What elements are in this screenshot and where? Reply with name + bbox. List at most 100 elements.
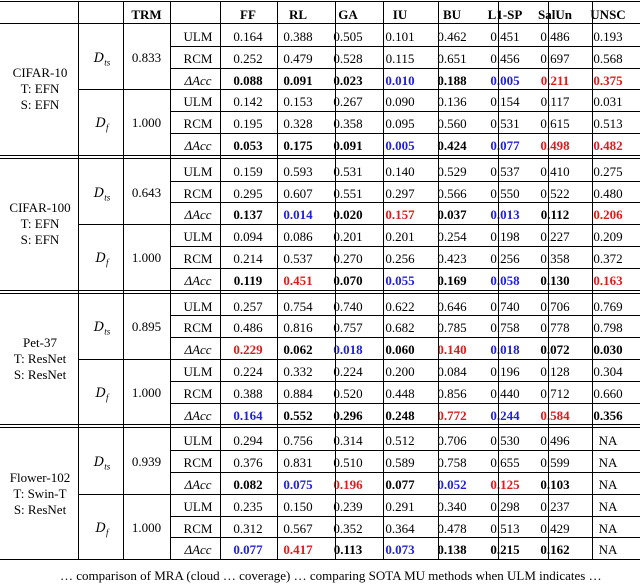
value-cell: 0.537 bbox=[283, 251, 313, 266]
value-cell: 0.193 bbox=[593, 29, 623, 44]
subset-symbol: Dts bbox=[82, 320, 122, 337]
value-cell: 0.091 bbox=[283, 72, 313, 88]
subset-subscript: f bbox=[105, 527, 109, 538]
value-cell: 0.291 bbox=[385, 498, 415, 514]
value-cell: 0.451 bbox=[490, 29, 520, 44]
value-cell: 0.314 bbox=[333, 433, 363, 449]
row-rule bbox=[170, 380, 640, 382]
row-rule bbox=[170, 133, 640, 134]
value-cell: 0.117 bbox=[540, 94, 570, 110]
subset-symbol: Df bbox=[82, 116, 122, 133]
value-cell: 0.295 bbox=[233, 185, 263, 201]
metric-name: ΔAcc bbox=[184, 407, 212, 423]
subset-rule bbox=[78, 89, 640, 91]
subset-set: D bbox=[95, 250, 106, 266]
value-cell: 0.530 bbox=[490, 433, 520, 449]
trm-value: 0.939 bbox=[131, 454, 162, 470]
value-cell: 0.254 bbox=[437, 229, 467, 245]
row-rule bbox=[170, 537, 640, 539]
value-cell: 0.537 bbox=[490, 163, 520, 179]
value-cell: 0.084 bbox=[437, 364, 467, 379]
value-cell: 0.237 bbox=[540, 498, 570, 514]
value-cell: 0.196 bbox=[333, 477, 363, 492]
header-rule bbox=[0, 23, 640, 24]
value-cell: 0.209 bbox=[593, 229, 623, 245]
row-rule bbox=[170, 402, 640, 404]
value-cell: 0.235 bbox=[233, 498, 263, 514]
value-cell: 0.229 bbox=[233, 342, 263, 358]
row-rule bbox=[170, 315, 640, 317]
value-cell: 0.364 bbox=[385, 520, 415, 536]
value-cell: 0.372 bbox=[593, 251, 623, 266]
subset-symbol: Dts bbox=[82, 455, 122, 472]
value-cell: 0.552 bbox=[283, 407, 313, 423]
column-rule bbox=[277, 1, 278, 560]
value-cell: 0.531 bbox=[490, 116, 520, 132]
value-cell: 0.014 bbox=[283, 207, 313, 223]
dataset-label-line: CIFAR-100 bbox=[9, 200, 71, 216]
value-cell: 0.128 bbox=[540, 364, 570, 379]
value-cell: 0.520 bbox=[333, 385, 363, 401]
value-cell: 0.060 bbox=[385, 342, 415, 358]
subset-symbol: Df bbox=[82, 386, 122, 403]
value-cell: 0.758 bbox=[437, 455, 467, 471]
subset-symbol: Dts bbox=[82, 51, 122, 68]
value-cell: NA bbox=[598, 520, 618, 536]
value-cell: NA bbox=[598, 433, 618, 449]
value-cell: 0.077 bbox=[233, 542, 263, 558]
header-method: RL bbox=[288, 7, 308, 22]
value-cell: 0.498 bbox=[540, 138, 570, 153]
trm-value: 1.000 bbox=[131, 384, 162, 400]
value-cell: 0.077 bbox=[490, 138, 520, 153]
value-cell: 0.058 bbox=[490, 272, 520, 288]
value-cell: 0.697 bbox=[540, 50, 570, 66]
subset-symbol: Df bbox=[82, 251, 122, 268]
header-method: FF bbox=[240, 7, 256, 22]
value-cell: 0.201 bbox=[385, 229, 415, 245]
value-cell: 0.482 bbox=[593, 138, 623, 153]
column-rule bbox=[170, 1, 171, 560]
value-cell: 0.140 bbox=[437, 342, 467, 358]
value-cell: 0.798 bbox=[593, 320, 623, 336]
value-cell: 0.740 bbox=[333, 298, 363, 314]
dataset-label-line: T: EFN bbox=[20, 81, 60, 97]
column-rule bbox=[548, 1, 549, 560]
value-cell: 0.740 bbox=[490, 298, 520, 314]
row-rule bbox=[170, 472, 640, 473]
value-cell: 0.112 bbox=[540, 207, 570, 223]
value-cell: 0.196 bbox=[490, 364, 520, 379]
value-cell: 0.150 bbox=[283, 498, 313, 514]
subset-subscript: f bbox=[105, 392, 109, 403]
metric-name: ΔAcc bbox=[184, 477, 212, 492]
row-rule bbox=[170, 202, 640, 204]
value-cell: 0.018 bbox=[333, 342, 363, 358]
subset-set: D bbox=[93, 455, 105, 471]
value-cell: 0.077 bbox=[385, 477, 415, 492]
value-cell: 0.113 bbox=[333, 542, 363, 558]
value-cell: 0.388 bbox=[233, 385, 263, 401]
value-cell: 0.169 bbox=[437, 272, 467, 288]
caption-fragment: … comparison of MRA (cloud … coverage) …… bbox=[60, 568, 602, 583]
metric-name: ULM bbox=[183, 163, 213, 179]
value-cell: 0.055 bbox=[385, 272, 415, 288]
value-cell: 0.070 bbox=[333, 272, 363, 288]
value-cell: 0.252 bbox=[233, 50, 263, 66]
value-cell: 0.646 bbox=[437, 298, 467, 314]
metric-name: RCM bbox=[183, 116, 213, 132]
metric-name: ΔAcc bbox=[184, 342, 212, 358]
header-method: GA bbox=[338, 7, 358, 22]
dataset-label-line: S: EFN bbox=[20, 97, 60, 113]
subset-set: D bbox=[93, 50, 105, 66]
row-rule bbox=[170, 337, 640, 339]
value-cell: 0.072 bbox=[540, 342, 570, 358]
value-cell: 0.164 bbox=[233, 407, 263, 423]
column-rule bbox=[335, 1, 336, 560]
value-cell: 0.756 bbox=[283, 433, 313, 449]
value-cell: 0.088 bbox=[233, 72, 263, 88]
column-rule bbox=[498, 1, 499, 560]
value-cell: 0.568 bbox=[593, 50, 623, 66]
value-cell: 0.294 bbox=[233, 433, 263, 449]
column-rule bbox=[220, 1, 221, 560]
trm-value: 1.000 bbox=[131, 249, 162, 265]
value-cell: 0.082 bbox=[233, 477, 263, 492]
